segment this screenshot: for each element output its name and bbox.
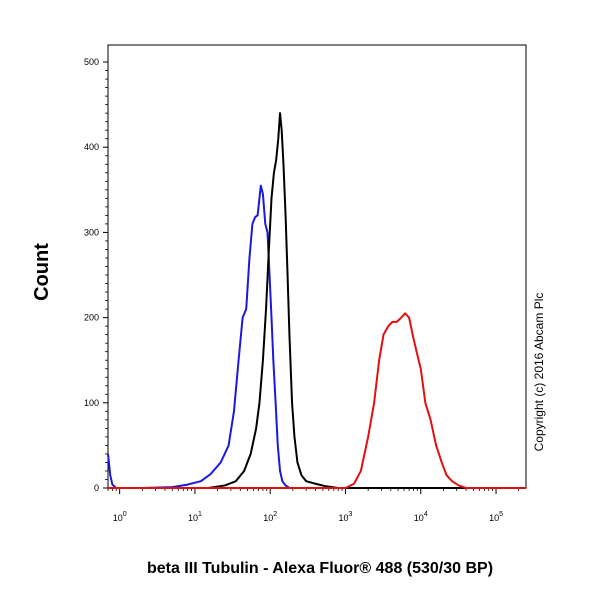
x-axis-title: beta III Tubulin - Alexa Fluor® 488 (530… [147, 560, 493, 577]
y-tick-label: 100 [84, 398, 99, 408]
x-tick-label: 101 [188, 511, 202, 523]
y-tick-label: 300 [84, 227, 99, 237]
y-axis-title: Count [31, 243, 53, 301]
y-tick-label: 200 [84, 313, 99, 323]
y-tick-label: 500 [84, 57, 99, 67]
copyright-text: Copyright (c) 2016 Abcam Plc [532, 293, 546, 452]
x-tick-label: 103 [339, 511, 353, 523]
y-tick-label: 400 [84, 142, 99, 152]
x-tick-label: 105 [489, 511, 503, 523]
series-layer [107, 112, 526, 489]
x-tick-label: 102 [263, 511, 277, 523]
series-line-1 [107, 184, 526, 489]
x-axis: 100 101 102 103 104 105 [107, 488, 520, 523]
y-tick-label: 0 [94, 483, 99, 493]
y-axis: 0 100 200 300 400 500 [84, 57, 108, 493]
x-tick-label: 100 [113, 511, 127, 523]
series-line-2 [108, 112, 526, 489]
x-tick-label: 104 [414, 511, 428, 523]
plot-frame [107, 44, 527, 489]
series-line-3 [108, 312, 526, 489]
